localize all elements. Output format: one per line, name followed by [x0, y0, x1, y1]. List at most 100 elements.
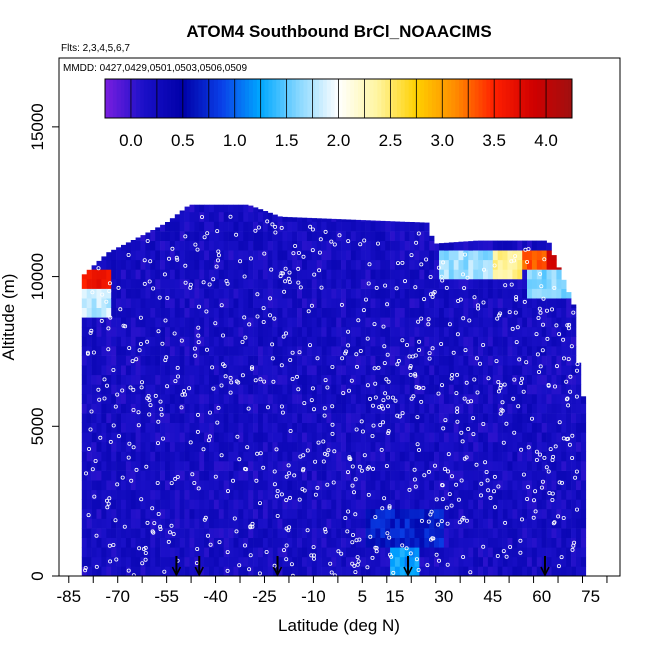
- heat-cell: [458, 307, 464, 318]
- heat-cell: [213, 269, 220, 280]
- heat-cell: [409, 451, 415, 462]
- sample-point: [351, 490, 356, 495]
- heat-cell: [571, 403, 577, 414]
- heat-cell: [96, 288, 102, 299]
- heat-cell: [483, 499, 489, 510]
- heat-cell: [267, 288, 273, 299]
- heat-cell: [121, 394, 127, 404]
- sample-point: [573, 475, 578, 480]
- heat-cell: [483, 317, 489, 328]
- heat-cell: [336, 279, 342, 289]
- heat-cell: [531, 374, 538, 385]
- heat-cell: [424, 432, 430, 443]
- sample-point: [444, 505, 449, 510]
- heat-cell: [341, 461, 347, 471]
- heat-cell: [448, 470, 454, 481]
- heat-cell: [213, 480, 220, 491]
- heat-cell: [213, 403, 220, 414]
- heat-cell: [101, 489, 107, 500]
- heat-cell: [238, 499, 244, 510]
- heat-cell: [238, 240, 244, 251]
- heat-cell: [150, 307, 156, 318]
- sample-point: [396, 358, 401, 363]
- heat-cell: [394, 566, 401, 576]
- heat-cell: [390, 259, 396, 270]
- heat-cell: [355, 259, 361, 270]
- heat-cell: [302, 384, 308, 395]
- heat-cell: [365, 556, 371, 567]
- heat-cell: [125, 547, 132, 558]
- heat-cell: [360, 432, 366, 443]
- heat-cell: [370, 480, 376, 491]
- heat-cell: [399, 461, 405, 471]
- heat-cell: [492, 480, 498, 491]
- heat-cell: [341, 470, 347, 481]
- heat-cell: [336, 231, 342, 241]
- heat-cell: [546, 307, 552, 318]
- heat-cell: [404, 326, 410, 337]
- heat-cell: [346, 221, 352, 232]
- heat-cell: [561, 470, 567, 481]
- heat-cell: [419, 508, 425, 519]
- heat-cell: [409, 231, 415, 241]
- sample-point: [550, 491, 555, 496]
- heat-cell: [473, 298, 479, 308]
- heatmap-field: [81, 204, 587, 576]
- heat-cell: [248, 422, 254, 433]
- sample-point: [279, 363, 284, 368]
- colorbar-segment: [225, 79, 230, 118]
- heat-cell: [434, 365, 440, 376]
- heat-cell: [292, 528, 298, 538]
- heat-cell: [385, 537, 391, 548]
- sample-point: [421, 385, 426, 390]
- heat-cell: [512, 566, 518, 576]
- sample-point: [311, 556, 316, 561]
- sample-point: [459, 478, 464, 483]
- heat-cell: [536, 336, 542, 347]
- heat-cell: [174, 422, 180, 433]
- heat-cell: [311, 355, 317, 366]
- sample-point: [387, 504, 392, 509]
- sample-point: [537, 306, 542, 311]
- heat-cell: [150, 298, 156, 308]
- heat-cell: [316, 461, 322, 471]
- heat-cell: [370, 288, 376, 299]
- sample-point: [317, 250, 322, 255]
- heat-cell: [155, 480, 161, 491]
- heat-cell: [81, 451, 87, 462]
- heat-cell: [507, 307, 513, 318]
- heat-cell: [443, 528, 450, 538]
- heat-cell: [160, 518, 166, 529]
- heat-cell: [380, 499, 386, 510]
- sample-point: [250, 524, 255, 529]
- heat-cell: [419, 240, 425, 251]
- heat-cell: [253, 556, 259, 567]
- heat-cell: [316, 470, 322, 481]
- heat-cell: [424, 336, 430, 347]
- heat-cell: [443, 403, 450, 414]
- heat-cell: [228, 528, 234, 538]
- heat-cell: [174, 518, 180, 529]
- heat-cell: [218, 317, 224, 328]
- heat-cell: [302, 240, 308, 251]
- sample-point: [143, 557, 148, 562]
- heat-cell: [243, 240, 249, 251]
- heat-cell: [233, 499, 239, 510]
- heat-cell: [101, 288, 107, 299]
- heat-cell: [165, 326, 171, 337]
- heat-cell: [121, 298, 127, 308]
- heat-cell: [531, 499, 538, 510]
- heat-cell: [473, 250, 479, 261]
- heat-cell: [213, 384, 220, 395]
- heat-cell: [316, 518, 322, 529]
- heat-cell: [527, 422, 533, 433]
- heat-cell: [96, 260, 102, 270]
- heat-cell: [160, 231, 166, 241]
- sample-point: [242, 315, 247, 320]
- sample-point: [131, 387, 136, 392]
- heat-cell: [223, 499, 229, 510]
- heat-cell: [169, 374, 176, 385]
- heat-cell: [302, 537, 308, 548]
- sample-point: [195, 412, 200, 417]
- heat-cell: [434, 566, 440, 576]
